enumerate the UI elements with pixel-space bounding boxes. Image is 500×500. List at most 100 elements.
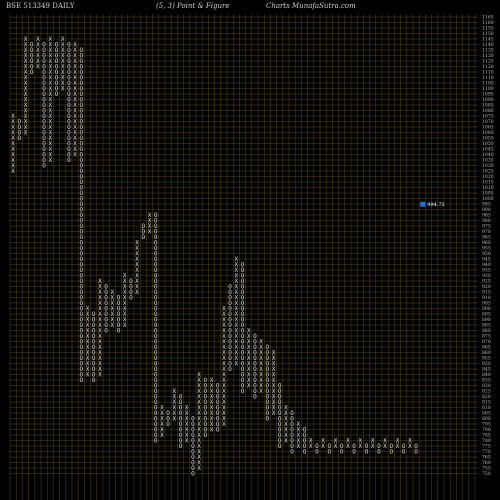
pnf-x-mark: X xyxy=(123,300,127,307)
y-tick-label: 830 xyxy=(482,383,491,389)
pnf-o-mark: O xyxy=(92,344,96,351)
pnf-o-mark: O xyxy=(141,229,145,236)
pnf-x-mark: X xyxy=(123,289,127,296)
pnf-o-mark: O xyxy=(154,278,158,285)
pnf-x-mark: X xyxy=(123,278,127,285)
pnf-x-mark: X xyxy=(185,427,189,434)
pnf-o-mark: O xyxy=(117,328,121,335)
pnf-x-mark: X xyxy=(210,383,214,390)
pnf-x-mark: X xyxy=(98,306,102,313)
pnf-o-mark: O xyxy=(92,317,96,324)
pnf-x-mark: X xyxy=(86,339,90,346)
pnf-x-mark: X xyxy=(210,427,214,434)
pnf-x-mark: X xyxy=(358,438,362,445)
pnf-x-mark: X xyxy=(197,405,201,412)
pnf-x-mark: X xyxy=(98,355,102,362)
pnf-o-mark: O xyxy=(67,91,71,98)
pnf-x-mark: X xyxy=(24,102,28,109)
y-tick-label: 855 xyxy=(482,356,491,362)
pnf-x-mark: X xyxy=(259,383,263,390)
y-tick-label: 1085 xyxy=(482,103,494,109)
pnf-o-mark: O xyxy=(154,361,158,368)
pnf-o-mark: O xyxy=(79,174,83,181)
pnf-o-mark: O xyxy=(42,75,46,82)
pnf-o-mark: O xyxy=(79,157,83,164)
pnf-o-mark: O xyxy=(253,366,257,373)
pnf-o-mark: O xyxy=(92,322,96,329)
pnf-o-mark: O xyxy=(241,361,245,368)
pnf-x-mark: X xyxy=(98,311,102,318)
pnf-x-mark: X xyxy=(86,306,90,313)
pnf-x-mark: X xyxy=(61,80,65,87)
pnf-x-mark: X xyxy=(296,421,300,428)
pnf-x-mark: X xyxy=(11,163,15,170)
y-tick-label: 775 xyxy=(482,444,491,450)
y-tick-label: 955 xyxy=(482,246,491,252)
pnf-o-mark: O xyxy=(30,69,34,76)
pnf-o-mark: O xyxy=(42,124,46,131)
pnf-x-mark: X xyxy=(222,421,226,428)
pnf-x-mark: X xyxy=(48,135,52,142)
pnf-o-mark: O xyxy=(42,69,46,76)
pnf-o-mark: O xyxy=(154,421,158,428)
pnf-x-mark: X xyxy=(284,427,288,434)
pnf-x-mark: X xyxy=(210,399,214,406)
pnf-o-mark: O xyxy=(265,350,269,357)
pnf-o-mark: O xyxy=(17,130,21,137)
pnf-x-mark: X xyxy=(48,58,52,65)
pnf-x-mark: X xyxy=(197,443,201,450)
pnf-x-mark: X xyxy=(284,438,288,445)
y-tick-label: 1115 xyxy=(482,70,494,76)
pnf-o-mark: O xyxy=(79,355,83,362)
pnf-o-mark: O xyxy=(203,427,207,434)
pnf-o-mark: O xyxy=(154,223,158,230)
pnf-o-mark: O xyxy=(228,306,232,313)
pnf-o-mark: O xyxy=(365,449,369,456)
pnf-o-mark: O xyxy=(92,350,96,357)
pnf-o-mark: O xyxy=(117,295,121,302)
pnf-x-mark: X xyxy=(86,361,90,368)
pnf-o-mark: O xyxy=(228,317,232,324)
y-tick-label: 805 xyxy=(482,411,491,417)
pnf-o-mark: O xyxy=(154,405,158,412)
pnf-o-mark: O xyxy=(42,97,46,104)
pnf-o-mark: O xyxy=(79,317,83,324)
pnf-x-mark: X xyxy=(197,421,201,428)
y-tick-label: 920 xyxy=(482,284,491,290)
pnf-x-mark: X xyxy=(234,361,238,368)
pnf-x-mark: X xyxy=(346,438,350,445)
pnf-o-mark: O xyxy=(278,416,282,423)
pnf-x-mark: X xyxy=(36,42,40,49)
pnf-o-mark: O xyxy=(67,108,71,115)
pnf-x-mark: X xyxy=(110,311,114,318)
pnf-o-mark: O xyxy=(154,344,158,351)
pnf-x-mark: X xyxy=(234,267,238,274)
pnf-x-mark: X xyxy=(197,394,201,401)
pnf-x-mark: X xyxy=(61,47,65,54)
y-tick-label: 1010 xyxy=(482,185,494,191)
pnf-x-mark: X xyxy=(36,64,40,71)
pnf-x-mark: X xyxy=(48,141,52,148)
pnf-o-mark: O xyxy=(79,207,83,214)
pnf-o-mark: O xyxy=(154,366,158,373)
pnf-x-mark: X xyxy=(222,322,226,329)
y-tick-label: 840 xyxy=(482,372,491,378)
pnf-x-mark: X xyxy=(24,97,28,104)
pnf-x-mark: X xyxy=(396,443,400,450)
pnf-x-mark: X xyxy=(73,146,77,153)
pnf-x-mark: X xyxy=(61,86,65,93)
pnf-o-mark: O xyxy=(241,273,245,280)
pnf-x-mark: X xyxy=(86,328,90,335)
pnf-o-mark: O xyxy=(67,113,71,120)
pnf-o-mark: O xyxy=(241,267,245,274)
y-tick-label: 1040 xyxy=(482,152,494,158)
pnf-o-mark: O xyxy=(79,289,83,296)
pnf-o-mark: O xyxy=(154,355,158,362)
pnf-o-mark: O xyxy=(129,284,133,291)
pnf-x-mark: X xyxy=(272,377,276,384)
pnf-x-mark: X xyxy=(222,328,226,335)
y-tick-label: 835 xyxy=(482,378,491,384)
pnf-x-mark: X xyxy=(24,80,28,87)
pnf-x-mark: X xyxy=(24,53,28,60)
pnf-marks: XXXXXXXXXXXOOOOXXXXXXXXXXXXXXXXXXOOOOOOX… xyxy=(11,36,418,478)
